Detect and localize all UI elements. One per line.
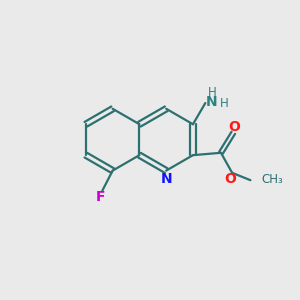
Text: N: N bbox=[160, 172, 172, 186]
Text: H: H bbox=[220, 97, 229, 110]
Text: O: O bbox=[228, 121, 240, 134]
Text: H: H bbox=[207, 86, 216, 99]
Text: O: O bbox=[225, 172, 237, 186]
Text: N: N bbox=[206, 94, 218, 109]
Text: F: F bbox=[96, 190, 106, 204]
Text: CH₃: CH₃ bbox=[262, 173, 283, 186]
